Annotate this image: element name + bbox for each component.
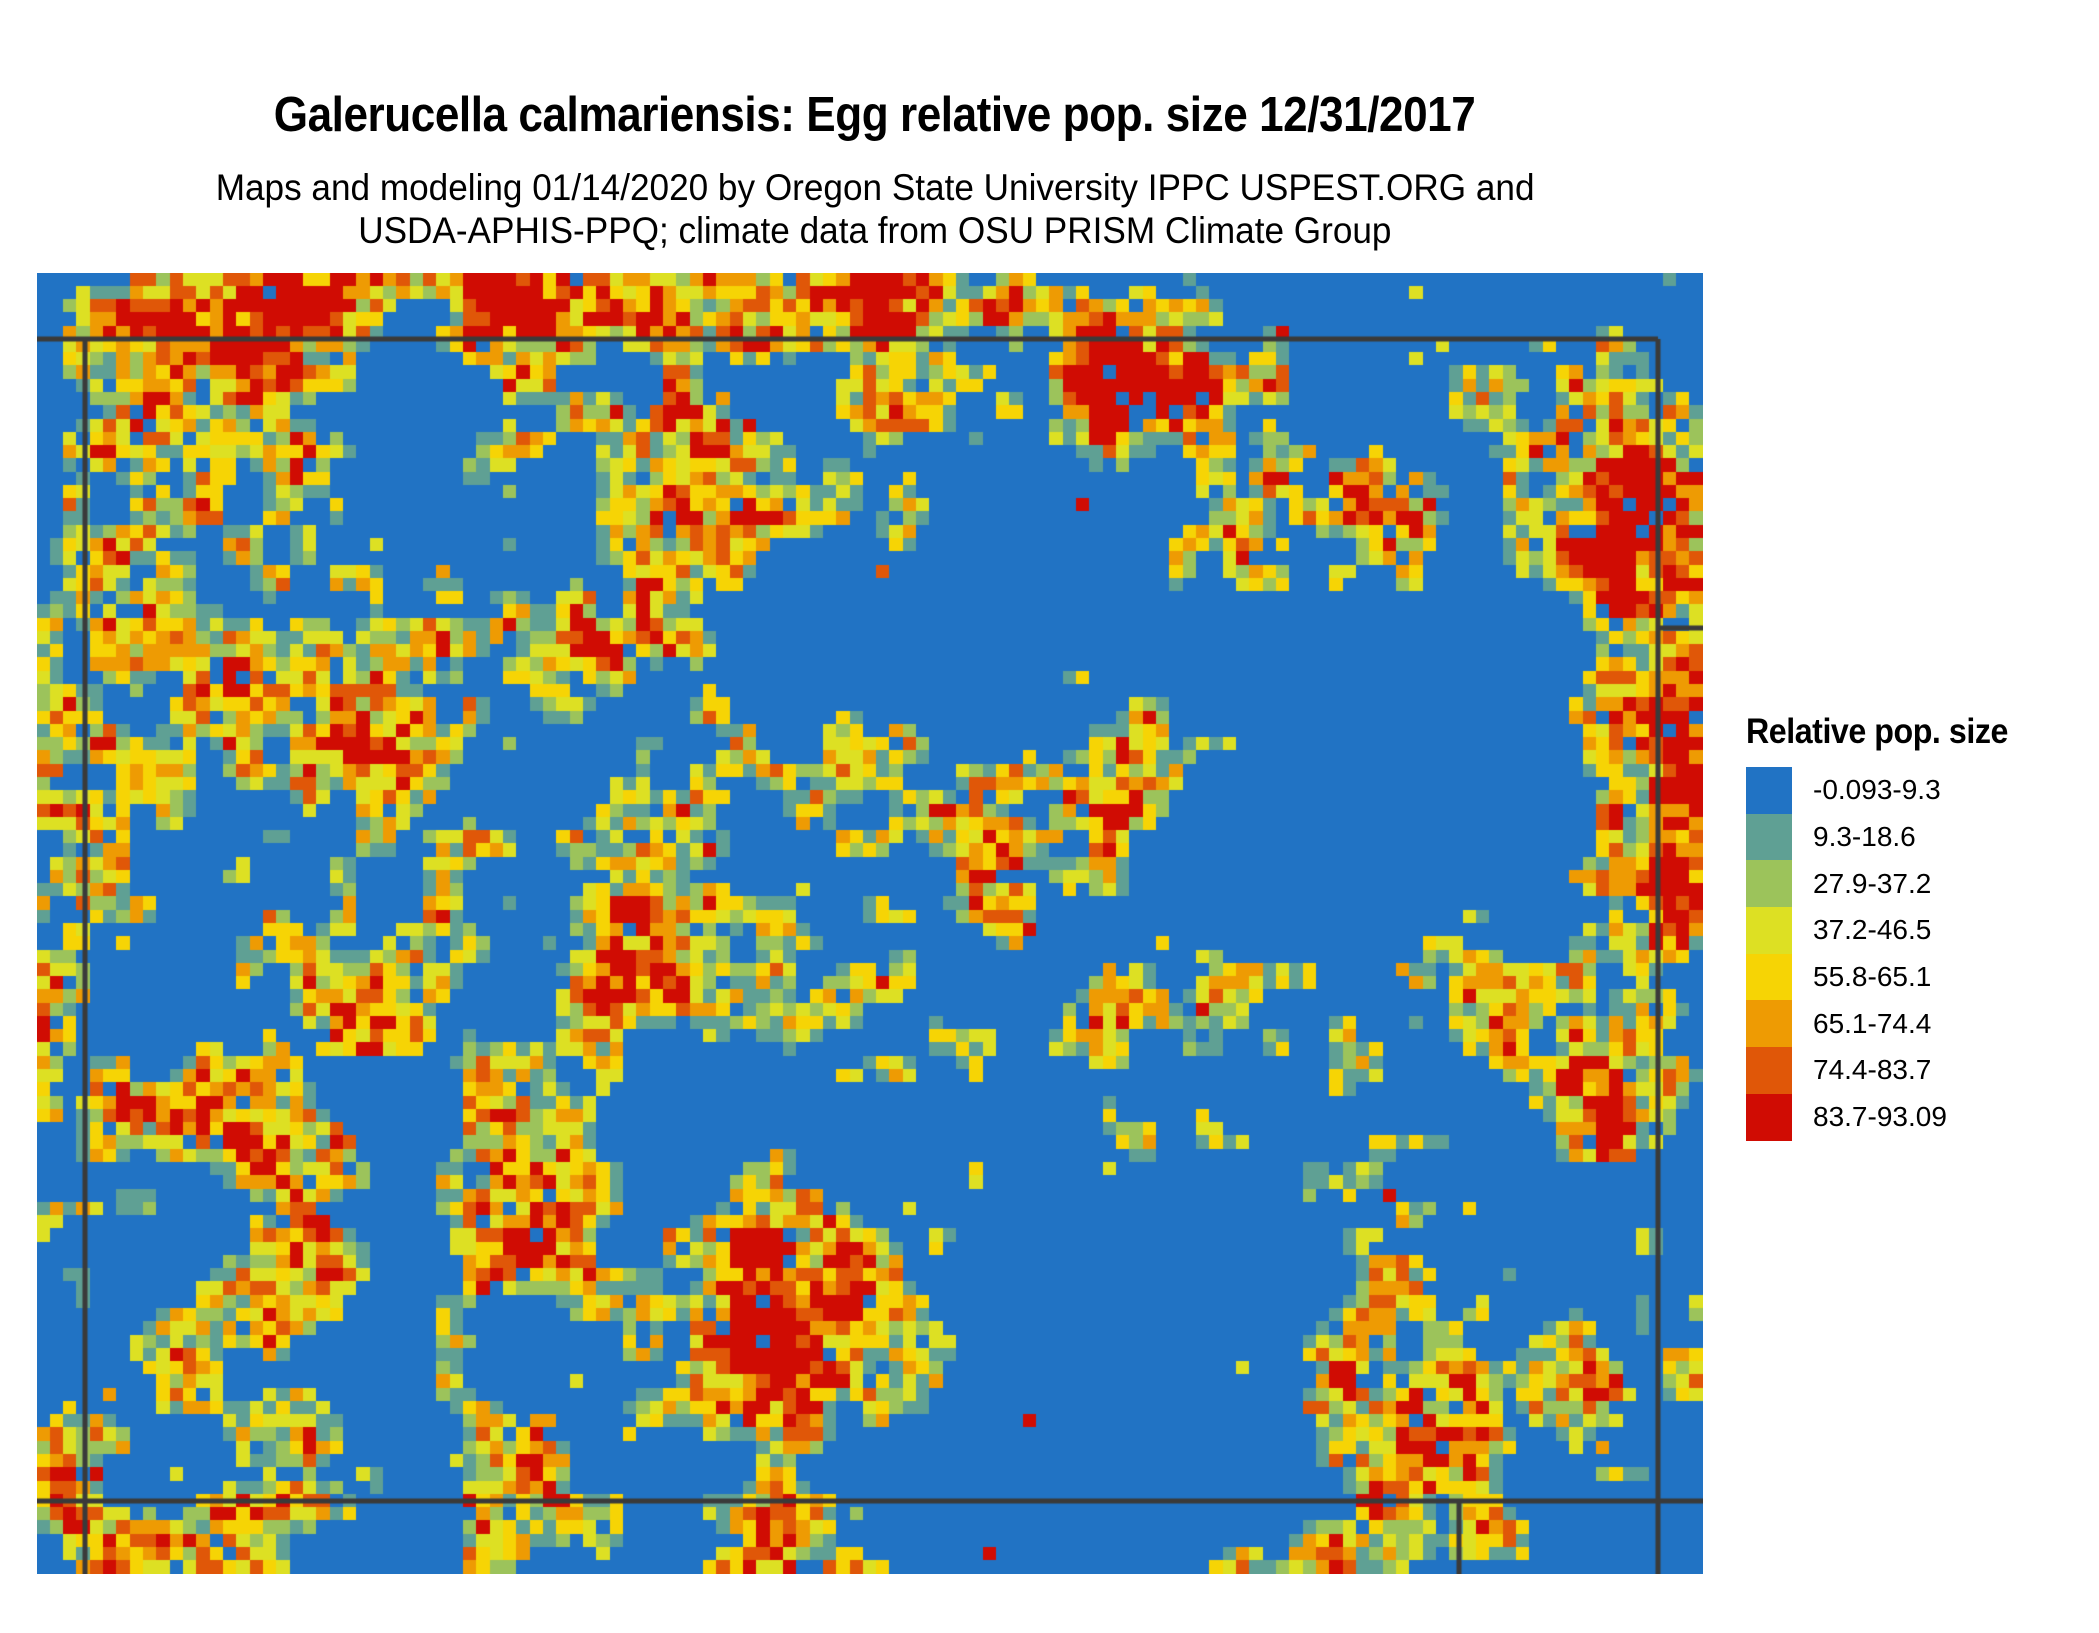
page-title: Galerucella calmariensis: Egg relative p… [0,88,1750,142]
legend-swatch [1746,953,1792,1001]
legend-label: 83.7-93.09 [1813,1101,1947,1133]
page-subtitle: Maps and modeling 01/14/2020 by Oregon S… [0,166,1750,252]
subtitle-line-1: Maps and modeling 01/14/2020 by Oregon S… [215,167,1535,208]
legend-label: 74.4-83.7 [1813,1054,1932,1086]
legend-label: 65.1-74.4 [1813,1007,1932,1039]
legend-row: 83.7-93.09 [1746,1093,1947,1141]
legend-label: -0.093-9.3 [1813,774,1941,806]
legend-row: 9.3-18.6 [1746,813,1947,861]
population-raster-map [37,273,1703,1574]
page-title-text: Galerucella calmariensis: Egg relative p… [274,88,1476,142]
legend-row: 74.4-83.7 [1746,1047,1947,1094]
legend-label: 9.3-18.6 [1813,821,1916,853]
legend-row: 65.1-74.4 [1746,1000,1947,1048]
legend-label: 55.8-65.1 [1813,961,1932,993]
legend-swatch [1746,907,1792,954]
legend-row: 27.9-37.2 [1746,860,1947,908]
legend-label: 27.9-37.2 [1813,867,1932,899]
legend-swatch [1746,1047,1792,1094]
legend-swatch [1746,1093,1792,1141]
legend-swatch [1746,813,1792,861]
subtitle-line-2: USDA-APHIS-PPQ; climate data from OSU PR… [358,210,1392,251]
legend-row: 37.2-46.5 [1746,907,1947,954]
legend-swatch [1746,1000,1792,1048]
legend-row: -0.093-9.3 [1746,767,1947,814]
legend-label: 37.2-46.5 [1813,914,1932,946]
legend-swatch [1746,767,1792,814]
legend-title: Relative pop. size [1746,712,2008,751]
legend-row: 55.8-65.1 [1746,953,1947,1001]
legend: -0.093-9.3 9.3-18.6 27.9-37.2 37.2-46.5 55.8… [1746,767,1947,1141]
legend-swatch [1746,860,1792,908]
